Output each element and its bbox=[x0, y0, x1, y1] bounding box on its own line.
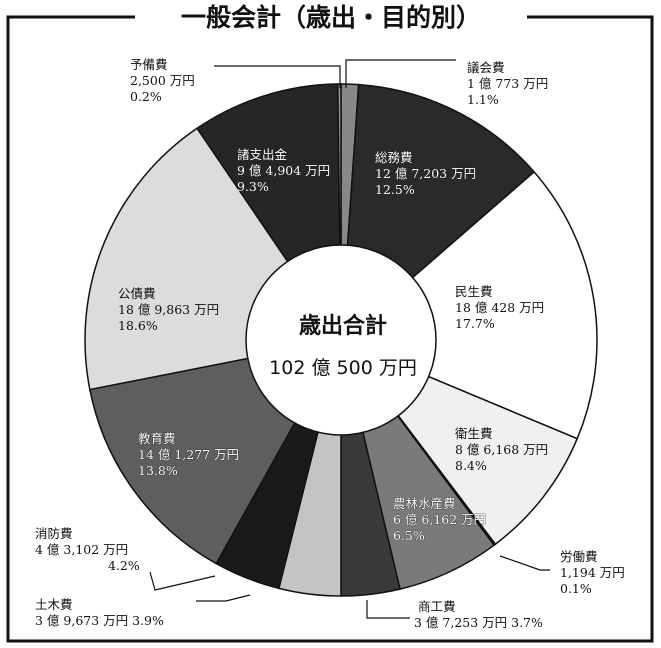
slice-label-amount-4: 1,194 万円 bbox=[560, 565, 625, 580]
leader-line-6 bbox=[366, 600, 410, 619]
slice-label-amount-7: 3 億 9,673 万円 3.9% bbox=[35, 613, 164, 628]
slice-label-amount-0: 1 億 773 万円 bbox=[467, 76, 548, 91]
slice-label-amount-6: 3 億 7,253 万円 3.7% bbox=[414, 615, 543, 630]
slice-label-percent-3: 8.4% bbox=[455, 458, 487, 473]
slice-label-percent-2: 17.7% bbox=[455, 316, 495, 331]
slice-label-percent-12: 0.2% bbox=[130, 89, 162, 104]
slice-label-percent-1: 12.5% bbox=[375, 182, 415, 197]
slice-label-name-5: 農林水産費 bbox=[393, 496, 456, 511]
leader-line-12 bbox=[214, 65, 341, 88]
slice-label-name-8: 消防費 bbox=[35, 526, 73, 541]
slice-label-name-12: 予備費 bbox=[130, 57, 168, 72]
slice-label-percent-10: 18.6% bbox=[118, 318, 158, 333]
slice-label-name-11: 諸支出金 bbox=[237, 147, 288, 162]
leader-line-8 bbox=[149, 571, 216, 591]
leader-lines bbox=[149, 59, 550, 619]
slice-label-percent-11: 9.3% bbox=[237, 179, 269, 194]
slice-label-percent-0: 1.1% bbox=[467, 92, 499, 107]
slice-label-amount-12: 2,500 万円 bbox=[130, 73, 195, 88]
slice-label-name-2: 民生費 bbox=[455, 284, 493, 299]
slice-label-amount-3: 8 億 6,168 万円 bbox=[455, 442, 548, 457]
slice-label-name-3: 衛生費 bbox=[455, 426, 493, 441]
slice-label-amount-1: 12 億 7,203 万円 bbox=[375, 166, 476, 181]
slice-label-name-0: 議会費 bbox=[467, 60, 505, 75]
slice-label-percent-9: 13.8% bbox=[138, 463, 178, 478]
center-total: 102 億 500 万円 bbox=[269, 357, 417, 379]
leader-line-0 bbox=[345, 59, 456, 88]
slice-label-amount-5: 6 億 6,162 万円 bbox=[393, 512, 486, 527]
slice-label-percent-8: 4.2% bbox=[108, 558, 140, 573]
slice-label-amount-9: 14 億 1,277 万円 bbox=[138, 447, 239, 462]
slice-label-amount-11: 9 億 4,904 万円 bbox=[237, 163, 330, 178]
leader-line-4 bbox=[499, 555, 550, 571]
slice-label-name-7: 土木費 bbox=[35, 597, 73, 612]
slice-label-name-10: 公債費 bbox=[118, 286, 156, 301]
pie-center-hole bbox=[245, 244, 437, 436]
slice-label-name-4: 労働費 bbox=[560, 549, 598, 564]
chart-title: 一般会計（歳出・目的別） bbox=[181, 3, 481, 32]
slice-label-percent-4: 0.1% bbox=[560, 581, 592, 596]
leader-line-7 bbox=[196, 594, 251, 602]
slice-label-name-6: 商工費 bbox=[418, 599, 456, 614]
center-title: 歳出合計 bbox=[299, 313, 387, 339]
slice-label-name-1: 総務費 bbox=[375, 150, 413, 165]
pie-slice-2 bbox=[339, 170, 598, 440]
chart-frame bbox=[6, 15, 654, 643]
slice-label-amount-8: 4 億 3,102 万円 bbox=[35, 542, 128, 557]
slice-label-percent-5: 6.5% bbox=[393, 528, 425, 543]
slice-label-name-9: 教育費 bbox=[138, 431, 176, 446]
slice-label-amount-10: 18 億 9,863 万円 bbox=[118, 302, 219, 317]
slice-label-amount-2: 18 億 428 万円 bbox=[455, 300, 544, 315]
